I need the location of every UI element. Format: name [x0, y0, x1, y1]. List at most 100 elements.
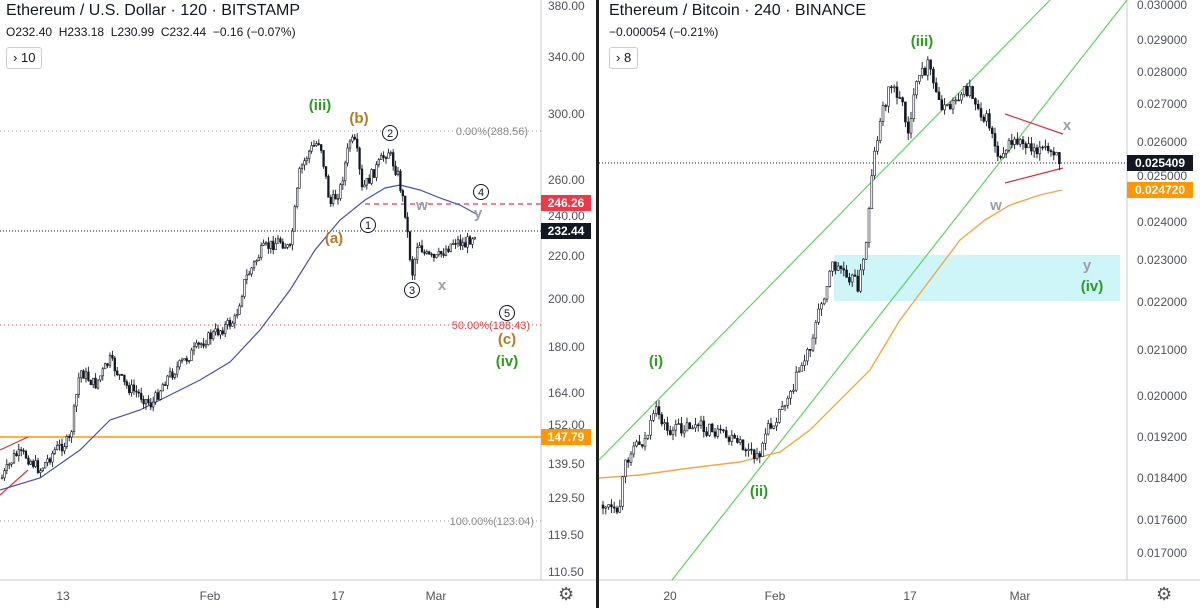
right-candle-body	[1035, 147, 1039, 155]
left-candle-body	[315, 143, 318, 146]
circle-label-2: 2	[382, 125, 398, 141]
left-candle-body	[353, 136, 356, 140]
right-indicators-toggle[interactable]: › 8	[609, 47, 639, 69]
right-candle-body	[708, 423, 711, 436]
right-candle-body	[937, 91, 941, 100]
right-candle-body	[691, 427, 694, 430]
left-candle-body	[173, 373, 176, 378]
right-candle-body	[979, 108, 983, 118]
left-x-tick: 13	[56, 589, 70, 603]
right-interval[interactable]: 240	[753, 2, 781, 19]
triangle-lower	[1004, 167, 1064, 184]
left-candle-body	[334, 194, 337, 200]
right-candle-body	[1046, 145, 1050, 152]
left-candle-body	[348, 140, 352, 149]
left-candle-body	[178, 360, 181, 368]
left-indicators-toggle[interactable]: › 10	[6, 47, 43, 69]
right-candle-body	[940, 99, 944, 111]
right-candle-body	[943, 104, 946, 111]
left-candle-body	[456, 239, 460, 245]
right-candle-body	[1055, 152, 1058, 156]
left-candle-body	[159, 390, 162, 400]
price-tags: 246.26 232.44 147.79 0.025409 0.024720	[541, 155, 1193, 445]
left-candle-body	[212, 331, 215, 340]
right-candle-body	[761, 443, 764, 457]
left-candle-body	[279, 238, 282, 243]
right-candle-body	[918, 75, 921, 82]
left-candle-body	[339, 184, 342, 199]
left-candle-body	[75, 394, 78, 407]
left-candle-body	[248, 273, 251, 276]
left-symbol-title[interactable]: Ethereum / U.S. Dollar	[6, 2, 167, 19]
left-interval[interactable]: 120	[180, 2, 207, 19]
right-candle-body	[881, 105, 885, 122]
right-candle-body	[996, 145, 1000, 157]
right-candle-body	[654, 406, 658, 414]
right-y-tick: 0.017600	[1137, 513, 1187, 527]
left-red-trendline-a	[0, 436, 29, 451]
svg-text:1: 1	[365, 220, 371, 232]
right-x-tick: Feb	[765, 589, 786, 603]
left-candle-body	[99, 375, 102, 381]
right-candle-body	[985, 113, 988, 122]
left-candle-body	[70, 431, 73, 438]
left-indicators-count: 10	[20, 50, 36, 65]
right-candle-body	[610, 504, 613, 508]
right-candle-body	[845, 269, 848, 278]
left-candle-body	[387, 152, 390, 159]
left-candle-body	[344, 162, 347, 182]
left-candle-body	[116, 370, 119, 375]
left-candle-body	[224, 324, 227, 334]
left-candle-body	[370, 169, 373, 184]
right-candle-body	[878, 121, 882, 141]
left-candle-body	[123, 374, 126, 382]
right-candle-body	[974, 98, 977, 105]
left-candle-body	[82, 370, 85, 379]
left-candle-body	[411, 259, 414, 276]
left-candle-body	[236, 313, 239, 317]
left-x-tick: Feb	[200, 589, 221, 603]
left-candle-body	[423, 251, 426, 254]
right-candle-body	[912, 94, 916, 119]
left-title-sep-1: ·	[170, 2, 181, 19]
right-y-tick: 0.018400	[1137, 471, 1187, 485]
price-tag-value: 0.025409	[1135, 156, 1185, 170]
left-candle-body	[48, 458, 52, 463]
svg-text:5: 5	[504, 308, 510, 320]
left-candle-body	[416, 247, 419, 260]
left-candle-body	[240, 296, 244, 307]
left-candle-body	[29, 461, 32, 465]
left-candle-body	[449, 243, 452, 252]
right-candle-body	[772, 425, 776, 429]
left-candle-body	[444, 248, 448, 256]
left-candle-body	[32, 461, 35, 467]
left-candle-body	[432, 254, 436, 258]
left-candle-body	[111, 355, 114, 359]
left-candle-body	[341, 180, 344, 186]
gear-icon[interactable]: ⚙	[1156, 584, 1173, 604]
right-candle-body	[747, 448, 750, 452]
left-candle-body	[84, 371, 88, 379]
channel-lower	[671, 0, 1128, 581]
right-candle-body	[1041, 146, 1044, 149]
right-candle-body	[934, 82, 938, 93]
price-tag-bg	[541, 195, 591, 211]
right-symbol-title[interactable]: Ethereum / Bitcoin	[609, 2, 740, 19]
right-candle-body	[990, 127, 994, 134]
left-candle-body	[368, 177, 371, 184]
gear-icon[interactable]: ⚙	[558, 584, 575, 604]
left-candle-body	[356, 138, 359, 149]
wave-label-a: (a)	[325, 230, 343, 247]
wave-label-w-right: w	[989, 197, 1002, 214]
right-candle-body	[766, 423, 770, 435]
left-candle-body	[327, 176, 330, 198]
right-candle-body	[640, 444, 644, 447]
right-y-tick: 0.030000	[1137, 0, 1187, 12]
left-candle-body	[202, 343, 205, 347]
right-candle-body	[1058, 152, 1061, 165]
right-candle-body	[848, 277, 851, 283]
left-candle-body	[461, 242, 464, 247]
circle-label-4: 4	[473, 184, 489, 200]
right-candle-body	[1038, 146, 1042, 155]
